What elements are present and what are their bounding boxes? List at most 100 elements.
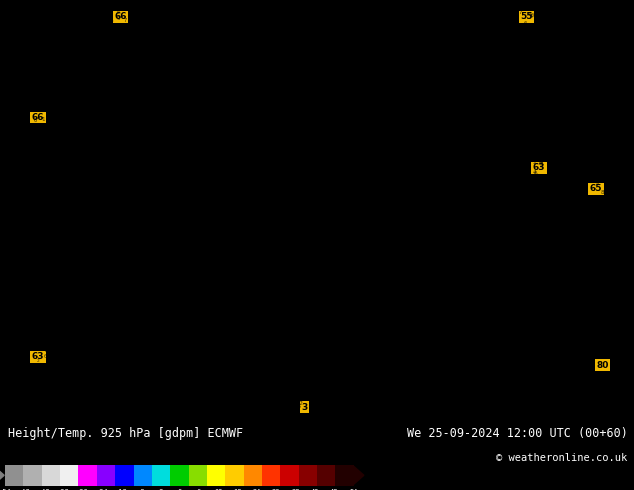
Text: 6: 6: [521, 373, 524, 378]
Text: 4: 4: [614, 312, 616, 317]
Text: 6: 6: [573, 62, 577, 67]
Text: 6: 6: [278, 25, 281, 31]
Text: 3: 3: [519, 128, 523, 134]
Text: 4: 4: [278, 284, 282, 289]
Text: 4: 4: [477, 340, 481, 345]
Text: 6: 6: [543, 135, 547, 140]
Text: 1: 1: [279, 276, 281, 281]
Text: 4: 4: [379, 227, 383, 232]
Text: 9: 9: [406, 159, 410, 164]
Text: 1: 1: [166, 45, 169, 49]
Text: 1: 1: [226, 343, 230, 348]
Text: 3: 3: [486, 85, 490, 91]
Text: 3: 3: [633, 74, 634, 79]
Text: 2: 2: [297, 79, 301, 84]
Text: 6: 6: [541, 198, 545, 203]
Text: 6: 6: [413, 167, 417, 172]
Text: 2: 2: [241, 206, 245, 211]
Text: 4: 4: [126, 287, 129, 292]
Text: 9: 9: [134, 408, 138, 413]
Text: 4: 4: [344, 233, 347, 238]
Text: 4: 4: [469, 182, 472, 187]
Text: 5: 5: [598, 178, 601, 184]
Text: 8: 8: [119, 102, 122, 107]
Text: -24: -24: [96, 489, 108, 490]
Text: 1: 1: [247, 4, 250, 9]
Text: 9: 9: [15, 379, 18, 384]
Text: 1: 1: [240, 204, 243, 209]
Text: 3: 3: [492, 377, 495, 383]
Text: 8: 8: [133, 329, 137, 336]
Text: 2: 2: [108, 106, 111, 111]
Text: 6: 6: [519, 297, 522, 302]
Text: 0: 0: [490, 396, 494, 402]
Text: 6: 6: [605, 65, 610, 71]
Text: 1: 1: [485, 315, 489, 319]
Text: 1: 1: [392, 12, 395, 17]
Text: 5: 5: [219, 80, 223, 85]
Text: 8: 8: [145, 134, 149, 139]
Text: 1: 1: [517, 216, 521, 220]
Text: 3: 3: [68, 219, 72, 224]
Text: 1: 1: [143, 72, 145, 77]
Text: 4: 4: [371, 102, 375, 107]
Text: 5: 5: [238, 406, 242, 411]
Text: 5: 5: [437, 343, 440, 348]
Text: 7: 7: [338, 79, 340, 84]
Text: 6: 6: [477, 71, 481, 76]
Text: 1: 1: [154, 341, 158, 346]
Text: 6: 6: [614, 96, 618, 101]
Text: 4: 4: [52, 0, 55, 3]
Text: 1: 1: [375, 183, 378, 188]
Text: 4: 4: [206, 34, 210, 40]
Text: 0: 0: [478, 147, 481, 151]
Text: 7: 7: [221, 183, 224, 188]
Text: 9: 9: [614, 255, 618, 260]
Text: 3: 3: [29, 248, 33, 253]
Text: 2: 2: [508, 358, 511, 363]
Text: 80: 80: [596, 361, 609, 370]
Text: 9: 9: [84, 304, 88, 309]
Text: 8: 8: [362, 41, 366, 46]
Text: 3: 3: [410, 306, 413, 311]
Text: 1: 1: [152, 225, 155, 230]
Text: 3: 3: [278, 63, 281, 68]
Text: 0: 0: [208, 375, 212, 380]
Text: 7: 7: [496, 121, 499, 125]
Text: 5: 5: [443, 416, 446, 421]
Text: 1: 1: [369, 6, 372, 11]
Text: 1: 1: [414, 351, 418, 356]
Text: 3: 3: [431, 14, 435, 20]
Text: 3: 3: [167, 23, 171, 27]
Text: 1: 1: [388, 375, 392, 380]
Text: 4: 4: [394, 253, 397, 258]
Text: 2: 2: [214, 128, 218, 133]
Text: 2: 2: [322, 228, 326, 233]
Text: 6: 6: [357, 277, 360, 282]
Text: 1: 1: [574, 134, 577, 139]
Text: 4: 4: [622, 259, 624, 264]
Text: 5: 5: [82, 364, 85, 368]
Text: 1: 1: [471, 293, 474, 297]
Text: 1: 1: [176, 338, 179, 343]
Text: 8: 8: [443, 138, 447, 143]
Text: 2: 2: [343, 294, 347, 299]
Text: 5: 5: [439, 161, 443, 166]
Text: 1: 1: [5, 409, 8, 414]
Text: 1: 1: [614, 26, 617, 31]
Text: 2: 2: [39, 167, 42, 172]
Text: 4: 4: [262, 25, 265, 29]
Text: 1: 1: [330, 196, 333, 200]
Text: 5: 5: [108, 285, 112, 291]
Text: 6: 6: [302, 368, 306, 374]
Text: 5: 5: [259, 394, 262, 399]
Text: 2: 2: [489, 137, 493, 142]
Text: 5: 5: [576, 185, 578, 190]
Text: 9: 9: [338, 250, 342, 255]
Text: 6: 6: [72, 18, 75, 23]
Text: 3: 3: [494, 200, 497, 205]
Text: 3: 3: [624, 168, 626, 173]
Text: 4: 4: [531, 301, 533, 306]
Text: 4: 4: [309, 114, 313, 119]
Text: 5: 5: [284, 35, 287, 40]
